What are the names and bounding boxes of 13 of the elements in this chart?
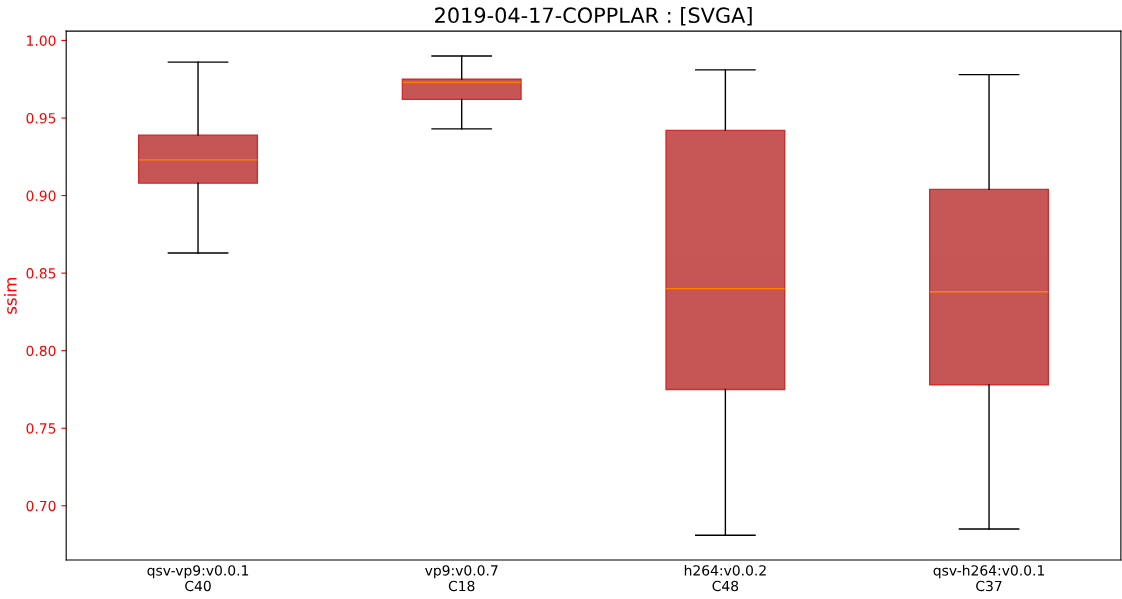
- x-tick-label: qsv-vp9:v0.0.1 C40: [147, 565, 249, 592]
- y-axis-title: ssim: [3, 277, 17, 314]
- y-tick-label: 0.80: [26, 345, 56, 357]
- y-tick-label: 0.85: [26, 268, 56, 279]
- y-tick-label: 0.70: [26, 500, 56, 512]
- y-tick-label: 0.75: [26, 423, 56, 434]
- x-tick-label: h264:v0.0.2 C48: [684, 564, 766, 592]
- x-tick-label: vp9:v0.0.7 C18: [425, 565, 498, 592]
- chart-title: 2019-04-17-COPPLAR : [SVGA]: [435, 6, 752, 26]
- y-tick-label: 0.90: [26, 190, 56, 202]
- y-tick-label: 1.00: [27, 35, 56, 46]
- y-tick-label: 0.95: [26, 112, 56, 124]
- x-tick-label: qsv-h264:v0.0.1 C37: [933, 564, 1044, 592]
